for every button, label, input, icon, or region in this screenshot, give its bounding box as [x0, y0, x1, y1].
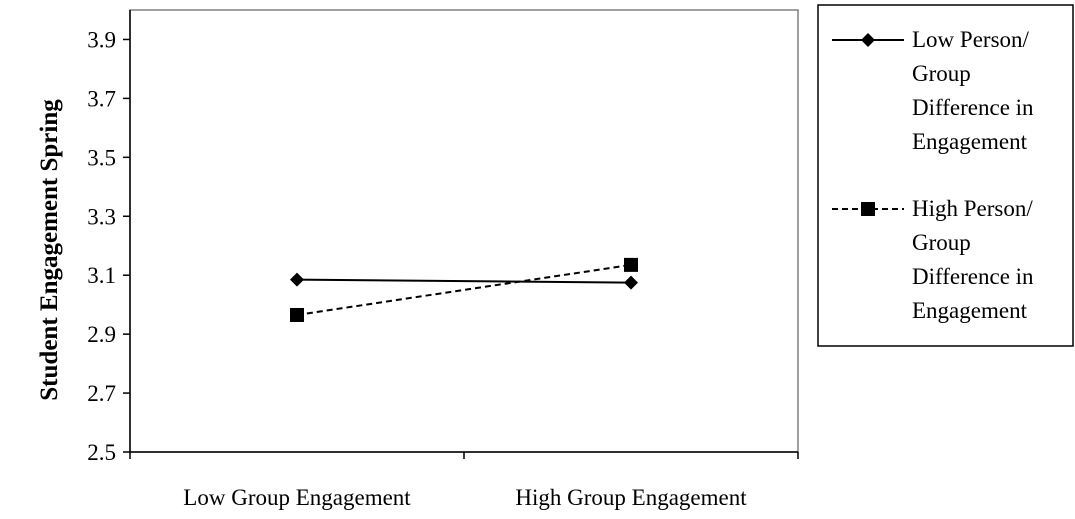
legend-label-line: Engagement: [912, 129, 1028, 154]
y-tick-label: 2.7: [87, 381, 116, 406]
x-tick-label: High Group Engagement: [515, 485, 747, 510]
y-tick-label: 2.9: [87, 322, 116, 347]
x-tick-label: Low Group Engagement: [183, 485, 411, 510]
y-tick-label: 2.5: [87, 440, 116, 465]
legend-marker: [861, 202, 875, 216]
y-tick-label: 3.3: [87, 204, 116, 229]
series-2: [290, 257, 638, 322]
plot-area-border: [129, 9, 799, 453]
legend-entry-1: Low Person/Group Difference in Engagement: [832, 27, 1034, 154]
y-tick-label: 3.7: [87, 86, 116, 111]
y-tick-label: 3.5: [87, 145, 116, 170]
y-tick-label: 3.1: [87, 263, 116, 288]
legend-label-line: Difference in: [912, 95, 1034, 120]
data-point: [290, 272, 304, 287]
legend-label-line: Group: [912, 230, 971, 255]
data-point: [624, 257, 638, 272]
legend-marker: [861, 33, 875, 47]
legend-label-line: Group: [912, 61, 971, 86]
legend-label-line: Difference in: [912, 264, 1034, 289]
data-point: [624, 275, 638, 290]
legend-entry-2: High Person/Group Difference in Engagement: [832, 196, 1034, 323]
series-line: [296, 278, 632, 284]
y-tick-label: 3.9: [87, 27, 116, 52]
legend-label-line: High Person/: [912, 196, 1033, 221]
series-1: [290, 272, 638, 290]
legend-box: [817, 4, 1074, 347]
data-point: [290, 307, 304, 322]
legend-label-line: Low Person/: [912, 27, 1030, 52]
legend-label-line: Engagement: [912, 298, 1028, 323]
series-line: [296, 263, 632, 316]
y-axis-title: Student Engagement Spring: [36, 99, 63, 401]
